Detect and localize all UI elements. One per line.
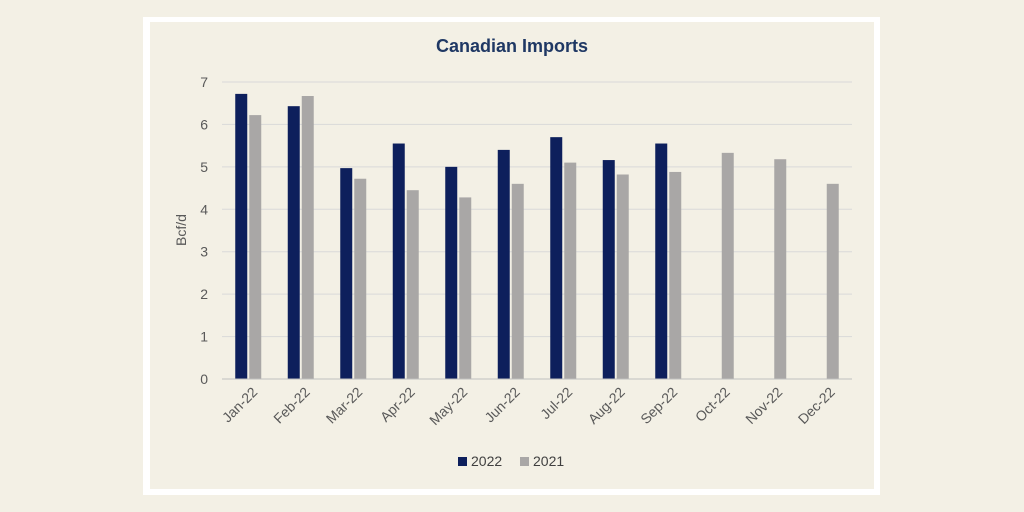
bar-2022-Feb-22 [287, 106, 300, 379]
x-tick-label: Mar-22 [323, 384, 366, 427]
bar-2021-Jul-22 [564, 162, 577, 379]
y-tick-label: 1 [200, 329, 208, 345]
legend-label-2022: 2022 [471, 453, 502, 469]
bar-2021-Mar-22 [354, 178, 367, 379]
bars [235, 93, 839, 379]
y-tick-label: 3 [200, 244, 208, 260]
x-tick-label: Aug-22 [585, 384, 628, 427]
legend-swatch-2022 [458, 457, 467, 466]
x-tick-label: Dec-22 [795, 384, 838, 427]
bar-2022-Apr-22 [392, 143, 405, 379]
x-axis-ticks: Jan-22 Feb-22 Mar-22 Apr-22 May-22 Jun-22 Jul-… [219, 384, 838, 428]
bar-2022-Jun-22 [497, 149, 510, 379]
bar-2022-Jan-22 [235, 93, 248, 379]
bar-2021-May-22 [459, 197, 472, 379]
x-tick-label: Oct-22 [692, 384, 733, 425]
bar-2021-Sep-22 [669, 171, 682, 379]
bar-2021-Jun-22 [511, 183, 524, 379]
y-tick-label: 0 [200, 371, 208, 387]
bar-2021-Apr-22 [406, 190, 419, 379]
bar-2021-Feb-22 [301, 96, 314, 379]
y-tick-label: 5 [200, 159, 208, 175]
y-tick-label: 2 [200, 286, 208, 302]
bar-2021-Oct-22 [721, 152, 734, 379]
x-tick-label: Feb-22 [270, 384, 313, 427]
y-axis-ticks: 0 1 2 3 4 5 6 7 [200, 74, 208, 387]
legend-swatch-2021 [520, 457, 529, 466]
x-tick-label: Sep-22 [637, 384, 680, 427]
bar-2021-Nov-22 [774, 159, 787, 379]
y-tick-label: 7 [200, 74, 208, 90]
x-tick-label: Nov-22 [742, 384, 785, 427]
bar-2021-Dec-22 [826, 183, 839, 379]
x-tick-label: Jun-22 [481, 384, 523, 426]
bar-2021-Jan-22 [249, 115, 262, 379]
bar-2022-May-22 [445, 166, 458, 379]
x-tick-label: Jul-22 [537, 384, 575, 422]
x-tick-label: Apr-22 [377, 384, 418, 425]
y-axis-label: Bcf/d [173, 214, 189, 246]
gridlines [222, 81, 852, 338]
legend: 2022 2021 [458, 453, 564, 469]
legend-label-2021: 2021 [533, 453, 564, 469]
bar-2022-Sep-22 [655, 143, 668, 379]
bar-2022-Mar-22 [340, 168, 353, 379]
bar-2022-Jul-22 [550, 137, 563, 379]
x-tick-label: May-22 [426, 384, 470, 428]
x-tick-label: Jan-22 [219, 384, 261, 426]
y-tick-label: 6 [200, 116, 208, 132]
bar-2022-Aug-22 [602, 160, 615, 379]
y-tick-label: 4 [200, 201, 208, 217]
chart-title: Canadian Imports [436, 36, 588, 56]
bar-2021-Aug-22 [616, 174, 629, 379]
